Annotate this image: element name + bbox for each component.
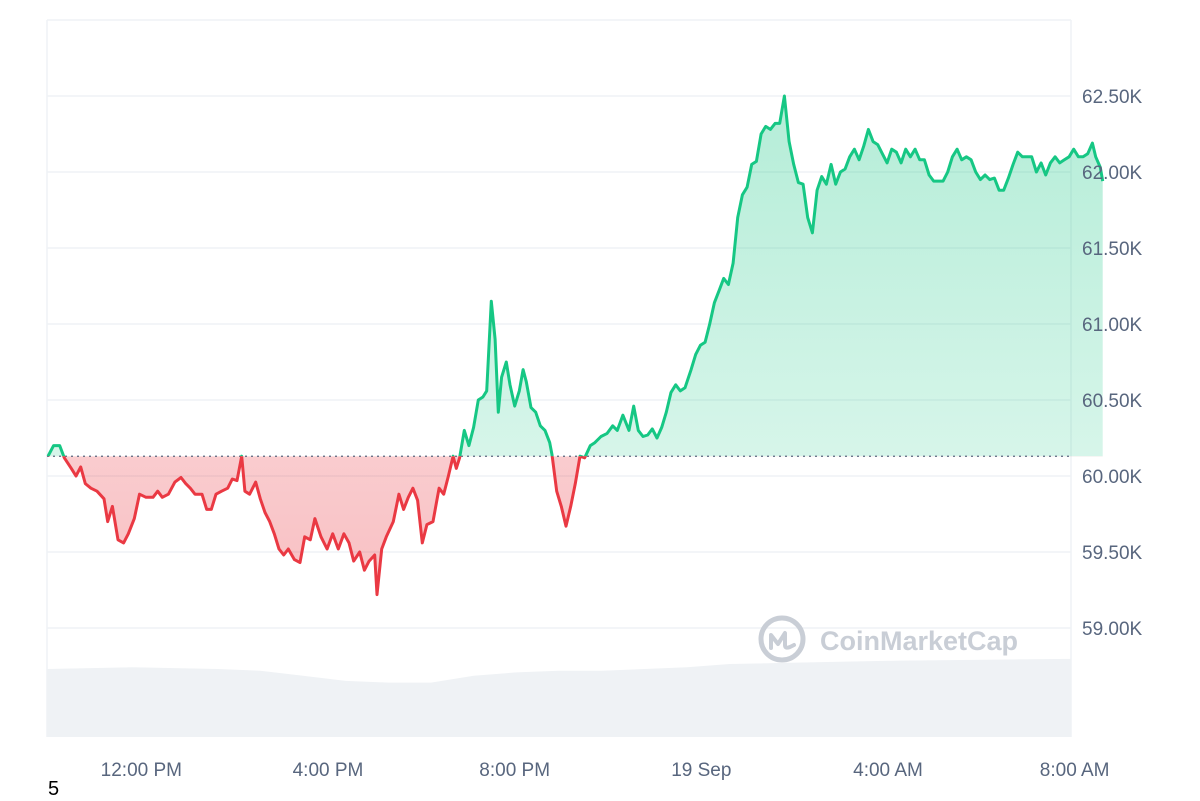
x-tick-label: 19 Sep xyxy=(671,760,731,781)
y-tick-label: 59.50K xyxy=(1082,543,1143,564)
x-axis: 12:00 PM 4:00 PM 8:00 PM 19 Sep 4:00 AM 8:00 … xyxy=(101,760,1110,781)
page-number: 5 xyxy=(48,778,60,800)
x-tick-label: 4:00 AM xyxy=(853,760,923,781)
y-tick-label: 61.00K xyxy=(1082,315,1143,336)
y-tick-label: 62.50K xyxy=(1082,87,1143,108)
x-tick-label: 8:00 AM xyxy=(1040,760,1110,781)
price-line-up xyxy=(46,94,1105,457)
watermark-brand-text: CoinMarketCap xyxy=(820,626,1018,656)
y-tick-label: 60.00K xyxy=(1082,467,1143,488)
y-tick-label: 61.50K xyxy=(1082,239,1143,260)
x-tick-label: 4:00 PM xyxy=(293,760,364,781)
volume-area xyxy=(47,658,1071,737)
watermark: CoinMarketCap xyxy=(758,615,1018,663)
y-tick-label: 59.00K xyxy=(1082,619,1143,640)
y-tick-label: 62.00K xyxy=(1082,163,1143,184)
y-axis: 62.50K 62.00K 61.50K 61.00K 60.50K 60.00K 59.5… xyxy=(1082,87,1143,640)
price-line xyxy=(46,94,1105,597)
x-tick-label: 12:00 PM xyxy=(101,760,182,781)
volume-profile xyxy=(47,658,1071,737)
x-tick-label: 8:00 PM xyxy=(479,760,550,781)
y-tick-label: 60.50K xyxy=(1082,391,1143,412)
area-fill-up xyxy=(48,96,1103,457)
price-line-down xyxy=(48,456,588,597)
coinmarketcap-logo-icon xyxy=(758,615,806,663)
